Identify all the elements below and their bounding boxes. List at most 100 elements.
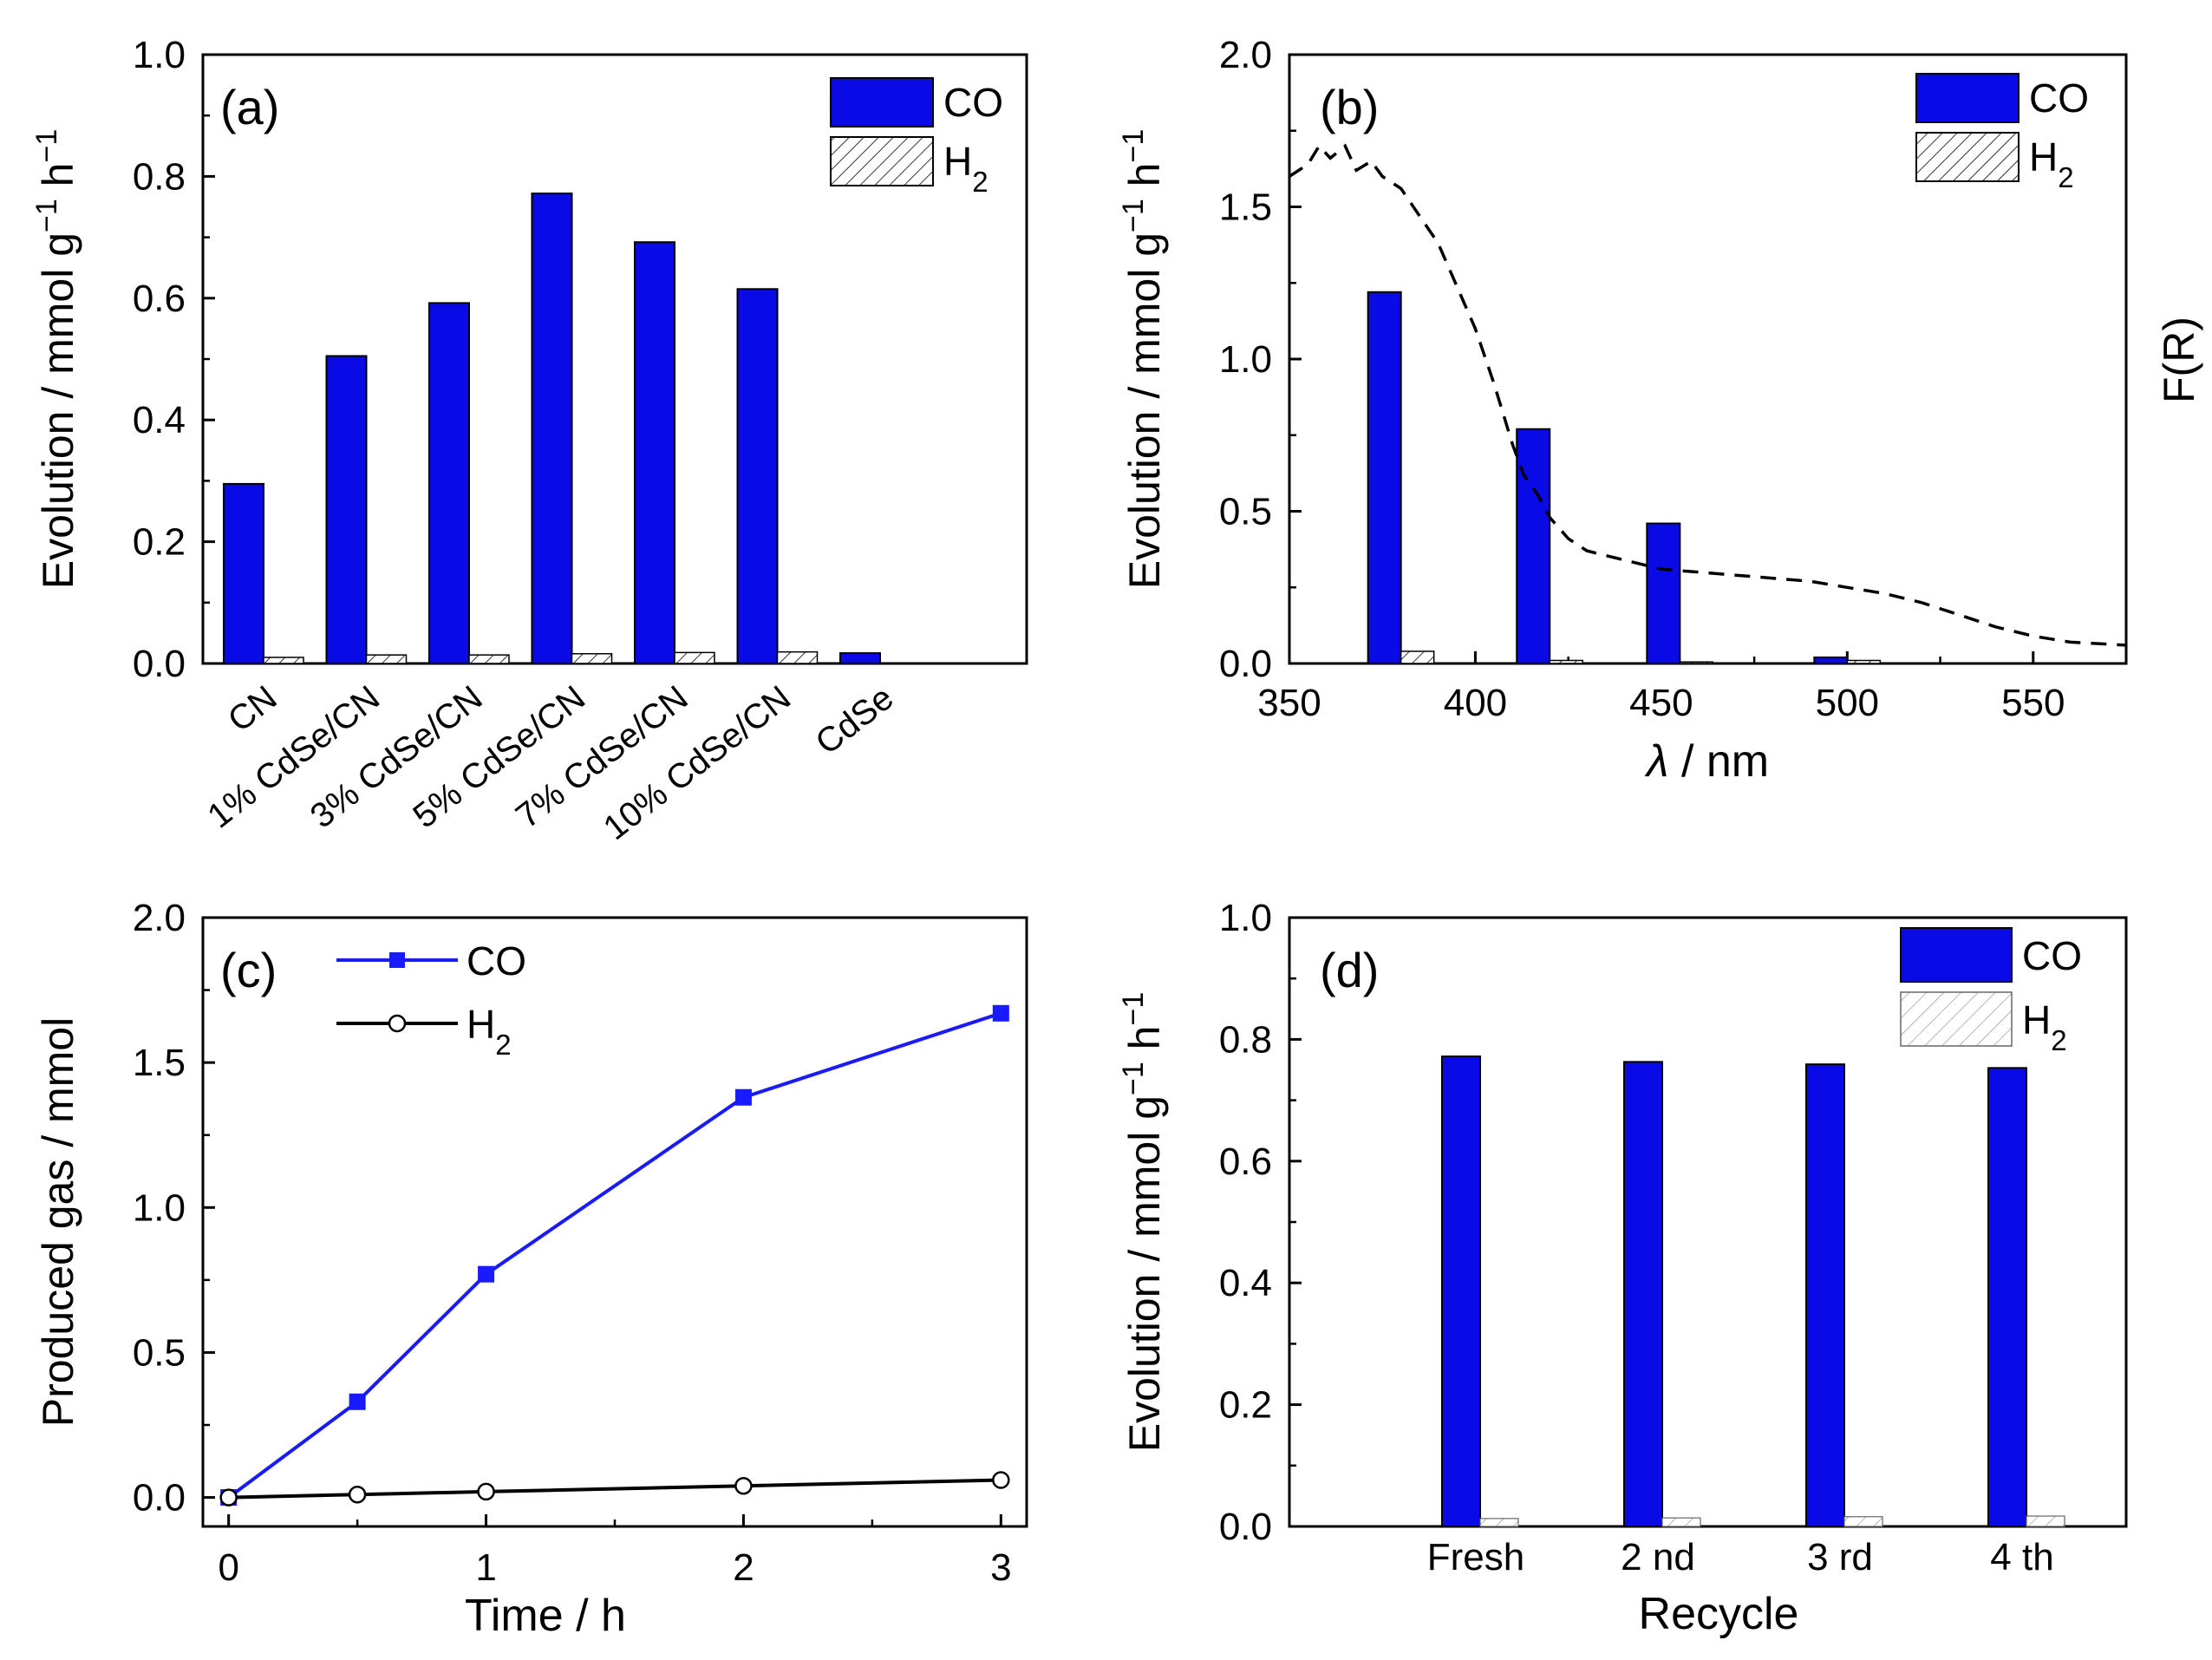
legend-swatch-co [830,77,934,127]
x-axis-title: λ / nm [1644,736,1769,787]
y-tick-label: 0.4 [1219,1262,1272,1304]
bar-h2 [1661,1517,1701,1527]
legend-swatch-h2 [830,136,934,186]
y-tick-label: 0.0 [133,643,186,685]
y-tick-label: 1.5 [1219,186,1272,229]
y-axis-title: Evolution / mmol g−1 h−1 [1117,129,1169,590]
panel-b: 0.0 0.5 1.0 1.5 2.0 350 400 450 500 550 (b) Evoluti… [1117,34,2203,787]
absorption-curve-fr [1289,143,2127,647]
marker-co [992,1004,1009,1022]
panel-label: (d) [1320,943,1379,997]
bar-h2 [1843,1516,1883,1527]
x-category-label: 4 th [1990,1536,2053,1578]
y-axis-title: Evolution / mmol g−1 h−1 [1117,992,1169,1453]
y-tick-label: 0.2 [133,521,186,564]
x-category-label: 2 nd [1621,1536,1695,1578]
panel-label: (b) [1320,80,1379,134]
y-tick-label: 1.0 [1219,897,1272,939]
bar-co [1646,522,1681,664]
legend-label-co: CO [2029,75,2089,121]
marker-co [734,1088,752,1106]
x-axis-title: Time / h [465,1591,626,1641]
y-tick-label: 0.2 [1219,1384,1272,1427]
y-tick-label: 0.5 [133,1331,186,1374]
y-tick-label: 0.8 [1219,1018,1272,1061]
y-tick-label: 0.6 [133,278,186,320]
y-tick-label: 0.6 [1219,1140,1272,1183]
y-tick-label: 2.0 [1219,34,1272,76]
y-tick-label: 0.0 [1219,643,1272,685]
panel-a: 0.0 0.2 0.4 0.6 0.8 1.0 CN1% CdSe/CN3% CdSe/CN… [30,34,1028,847]
bar-co [736,288,779,664]
bar-h2 [674,651,715,664]
marker-h2 [219,1488,238,1506]
legend-label-h2: H2 [2029,134,2074,193]
x-category-label: 3 rd [1807,1536,1873,1578]
y-axis-title: Produced gas / mmol [34,1017,82,1427]
panel-label: (c) [220,943,277,997]
x-category-label: 10% CdSe/CN [597,678,798,847]
marker-h2 [477,1482,495,1501]
y-tick-label: 0.5 [1219,491,1272,533]
legend-label-h2: H2 [943,139,989,198]
marker-h2 [348,1485,367,1504]
bar-h2 [1400,650,1435,664]
bar-co [531,193,573,664]
legend-marker-h2 [388,1014,407,1033]
legend-marker-co [389,952,405,968]
plot-frame [201,916,1028,1528]
y-tick-label: 1.5 [133,1042,186,1084]
bar-h2 [365,654,408,664]
y-tick-label: 0.4 [133,399,186,441]
legend-swatch-co [1900,927,2013,983]
bar-co [325,355,368,664]
x-category-label: 3% CdSe/CN [303,678,490,835]
marker-co [478,1265,495,1283]
x-tick-label: 400 [1444,682,1507,724]
legend-swatch-h2 [1900,991,2013,1047]
panel-d: 0.0 0.2 0.4 0.6 0.8 1.0 Fresh 2 nd 3 rd 4 th (d) Ev… [1117,897,2128,1639]
x-category-label: 5% CdSe/CN [407,678,593,835]
x-tick-label: 2 [733,1546,754,1589]
legend-swatch-co [1915,73,2020,123]
x-tick-label: 350 [1257,682,1321,724]
x-tick-label: 500 [1816,682,1879,724]
bar-co [1623,1061,1663,1527]
bar-h2 [1479,1518,1519,1527]
panel-c: 0.0 0.5 1.0 1.5 2.0 0 1 2 3 (c) Produced gas / mmo… [34,897,1028,1641]
bar-h2 [2026,1515,2065,1527]
y2-axis-title: F(R) [2155,317,2203,403]
x-category-label: 7% CdSe/CN [509,678,695,835]
bar-h2 [468,654,510,664]
y-tick-label: 1.0 [133,34,186,76]
y-tick-label: 0.8 [133,155,186,198]
marker-co [349,1393,366,1410]
bar-h2 [776,650,819,664]
bar-h2 [1549,659,1583,664]
y-tick-label: 0.0 [133,1477,186,1519]
x-category-label: CN [221,678,284,739]
y-axis-title: Evolution / mmol g−1 h−1 [30,129,82,590]
bar-co [1441,1055,1481,1527]
line-co [227,1011,1002,1500]
bar-co [1516,428,1551,664]
bar-h2 [1846,659,1882,664]
bar-co [223,482,264,664]
legend-label-h2: H2 [2022,997,2067,1056]
bar-h2 [1679,661,1714,664]
legend-label-co: CO [2022,933,2082,978]
bar-co [1805,1063,1845,1527]
x-category-label: Fresh [1427,1536,1524,1578]
bar-co [428,302,470,664]
marker-h2 [734,1476,753,1495]
line-h2 [228,1478,1002,1500]
y-tick-label: 1.0 [1219,338,1272,381]
legend-label-h2: H2 [467,1002,512,1061]
x-tick-label: 450 [1629,682,1693,724]
bar-co [1813,656,1849,664]
legend-label-co: CO [943,80,1003,125]
legend-label-co: CO [467,938,526,984]
bar-h2 [263,657,304,664]
x-category-label: CdSe [809,678,901,761]
